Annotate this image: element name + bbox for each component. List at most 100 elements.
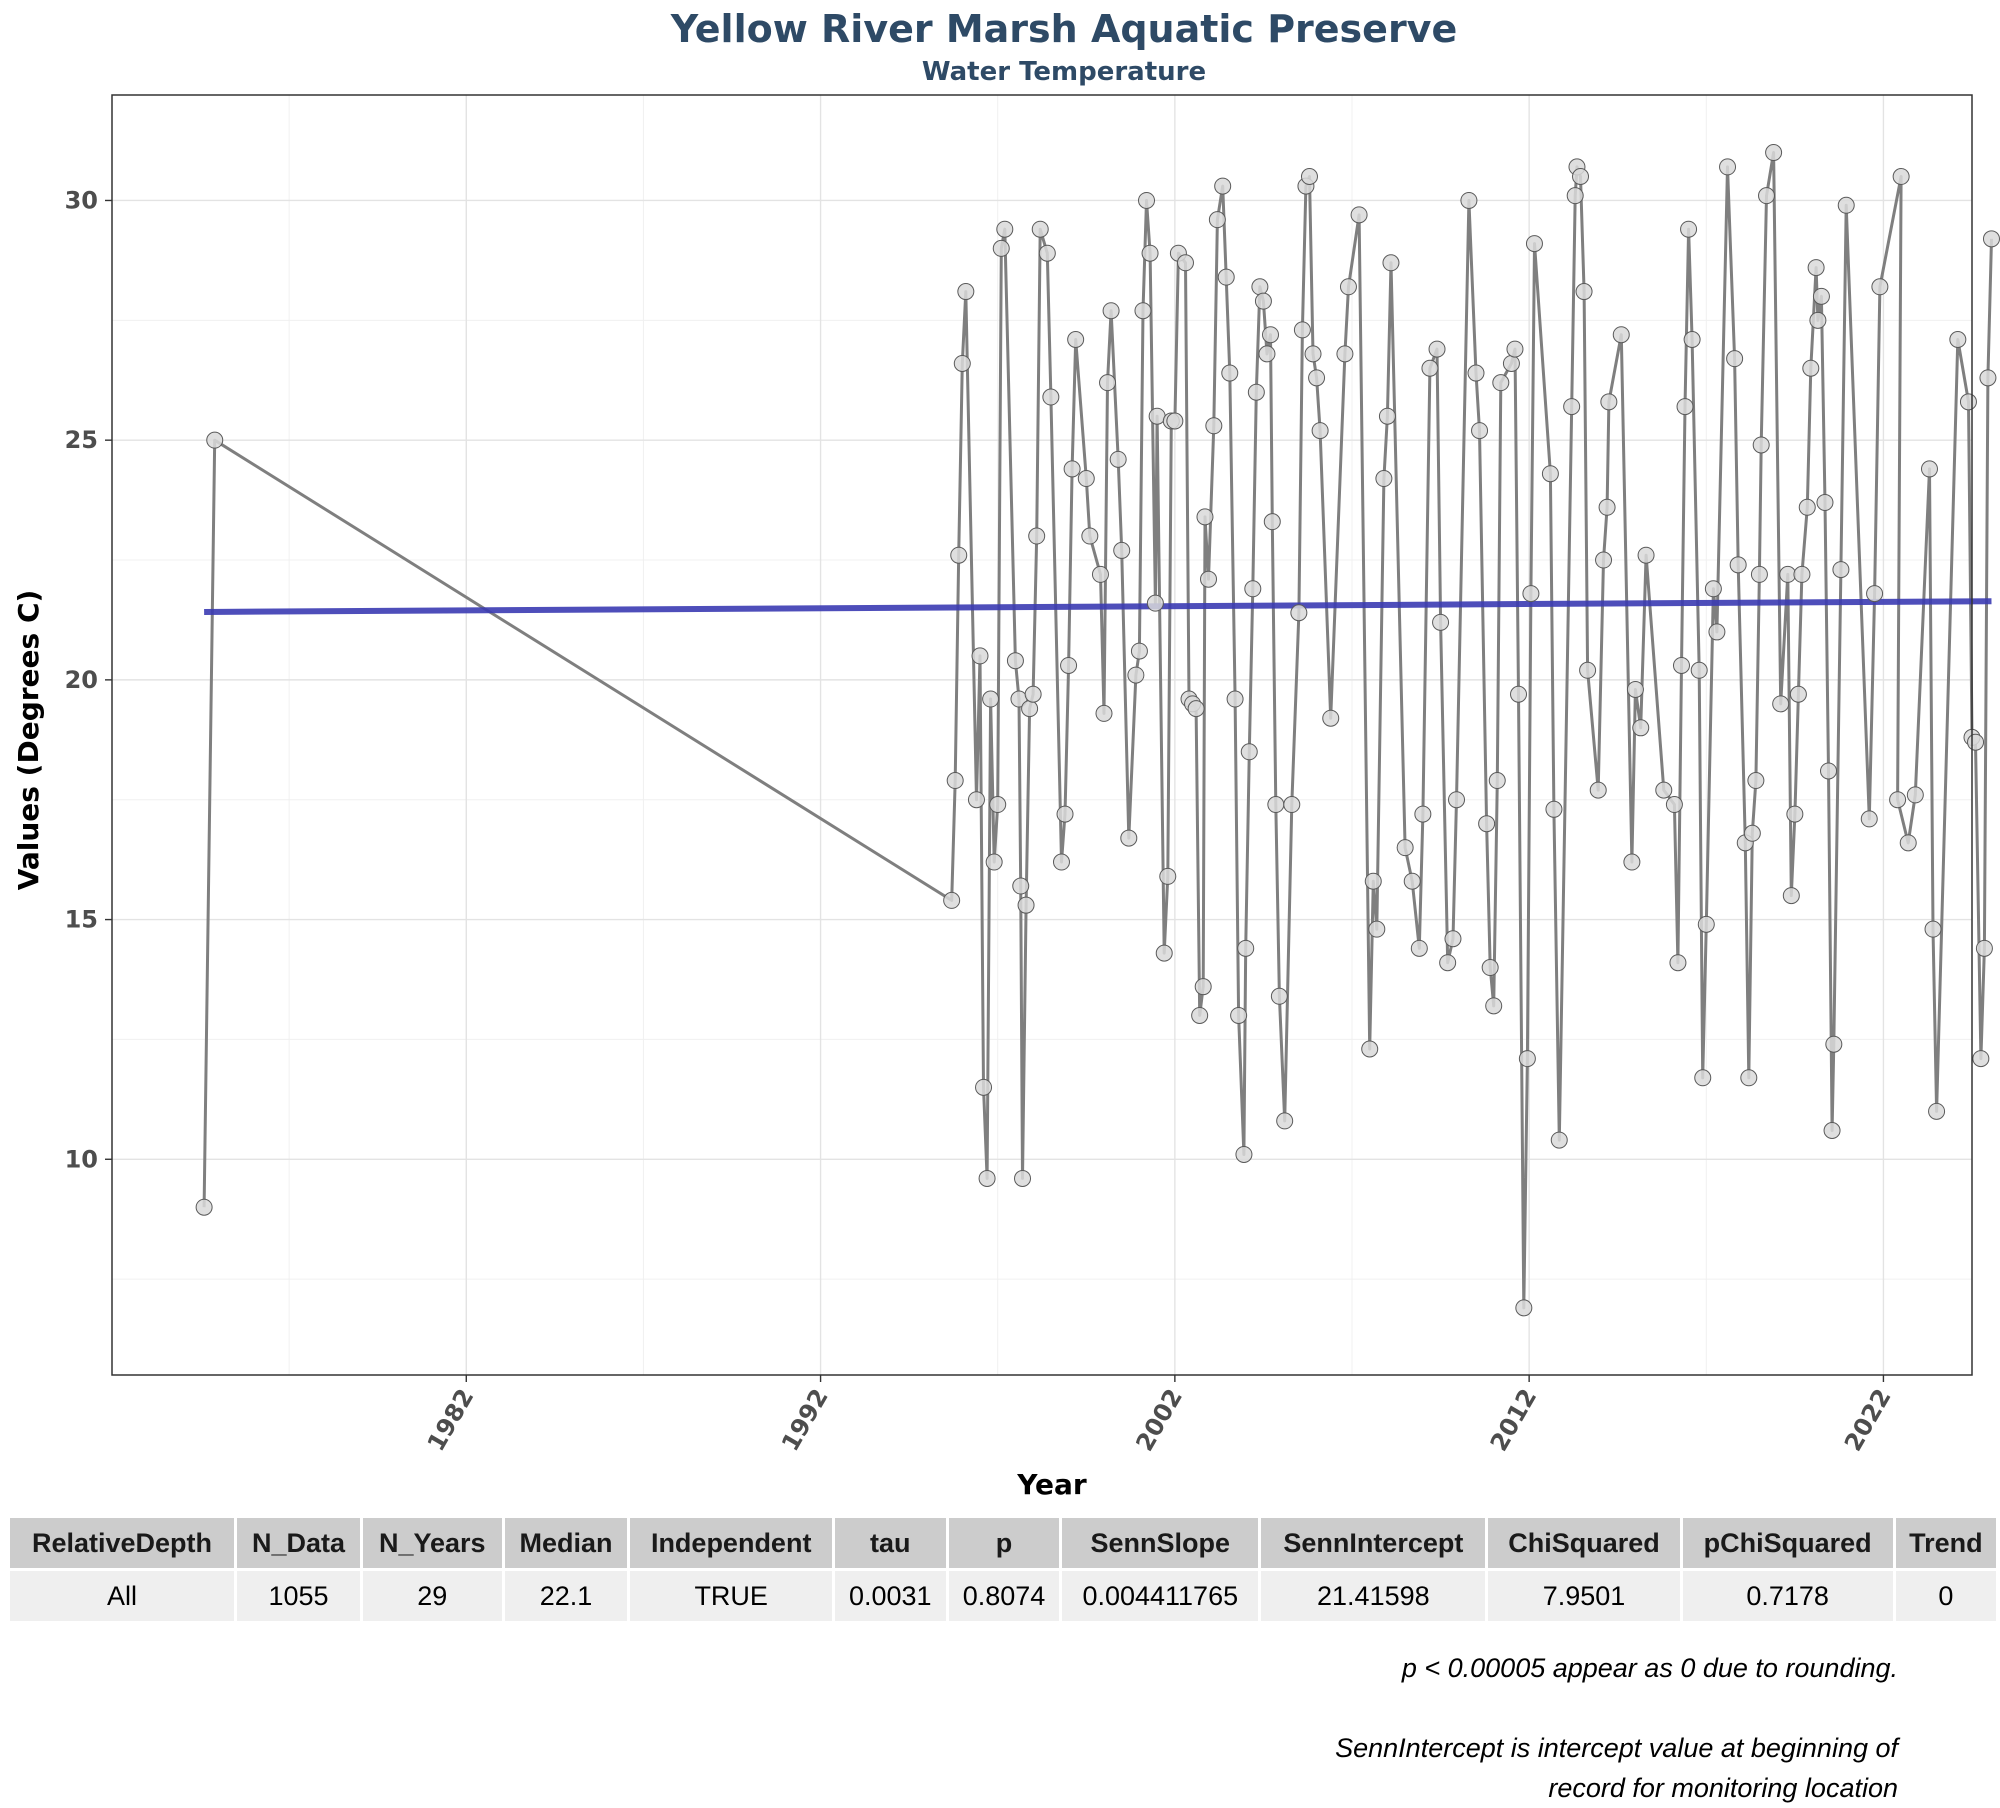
data-point [1697, 915, 1715, 933]
data-point [1138, 191, 1156, 209]
data-point [1311, 422, 1329, 440]
data-point [1525, 235, 1543, 253]
data-point [1102, 302, 1120, 320]
data-point [1006, 652, 1024, 670]
data-point [1300, 167, 1318, 185]
data-point [1141, 244, 1159, 262]
data-point [1214, 177, 1232, 195]
data-point [1208, 211, 1226, 229]
data-point [1308, 369, 1326, 387]
data-point [1789, 685, 1807, 703]
data-point [1056, 805, 1074, 823]
data-point [1042, 388, 1060, 406]
plot-panel-border [111, 94, 1973, 1376]
x-tick-label: 2022 [1839, 1384, 1897, 1456]
data-point [1021, 700, 1039, 718]
data-point [1127, 666, 1145, 684]
x-tick-label: 2002 [1130, 1384, 1188, 1456]
data-point [1510, 685, 1528, 703]
table-cell: 0.0031 [833, 1568, 949, 1621]
data-point [1276, 1112, 1294, 1130]
data-point [1283, 796, 1301, 814]
data-point [1837, 196, 1855, 214]
table-cell: 29 [361, 1568, 505, 1621]
table-body: All 1055 29 22.1 TRUE 0.0031 0.8074 0.004411765… [10, 1568, 2000, 1621]
data-point [1244, 580, 1262, 598]
table-cell: 7.9501 [1486, 1568, 1683, 1621]
y-axis-title: Values (Degrees C) [12, 590, 45, 891]
data-point [1077, 470, 1095, 488]
data-point [1031, 220, 1049, 238]
data-point [1672, 656, 1690, 674]
data-point [1254, 292, 1272, 310]
data-point [1704, 580, 1722, 598]
data-point [1758, 187, 1776, 205]
data-point [1563, 398, 1581, 416]
data-point [1972, 1050, 1990, 1068]
data-point [1067, 330, 1085, 348]
data-point [1240, 743, 1258, 761]
data-point [1522, 585, 1540, 603]
table-header-cell: Trend [1894, 1518, 2000, 1570]
table-cell: 1055 [235, 1568, 363, 1621]
data-point [1518, 1050, 1536, 1068]
data-point [1772, 695, 1790, 713]
data-point [1860, 810, 1878, 828]
data-point [1159, 867, 1177, 885]
data-point [1782, 887, 1800, 905]
data-point [1052, 853, 1070, 871]
data-point [1899, 834, 1917, 852]
data-point [1014, 1169, 1032, 1187]
data-point [1502, 354, 1520, 372]
data-point [1237, 939, 1255, 957]
data-point [1669, 954, 1687, 972]
data-points [195, 144, 2000, 1317]
data-point [1270, 987, 1288, 1005]
data-point [1928, 1102, 1946, 1120]
data-point [1820, 762, 1838, 780]
data-point [1579, 661, 1597, 679]
table-row: All 1055 29 22.1 TRUE 0.0031 0.8074 0.004411765… [10, 1568, 2000, 1621]
data-point [1545, 800, 1563, 818]
data-point [1060, 656, 1078, 674]
y-tick-label: 20 [65, 666, 98, 694]
data-point [1017, 896, 1035, 914]
data-point [1262, 326, 1280, 344]
data-point [1906, 786, 1924, 804]
data-point [1765, 144, 1783, 162]
table-header-cell: p [947, 1518, 1063, 1570]
data-point [1812, 287, 1830, 305]
table-header-cell: N_Data [235, 1518, 363, 1570]
data-point [1176, 254, 1194, 272]
data-point [1600, 393, 1618, 411]
table-header-cell: Independent [628, 1518, 835, 1570]
data-point [1024, 685, 1042, 703]
x-axis: 1982 1992 2002 2012 2022 [422, 1375, 1897, 1456]
data-point [1095, 704, 1113, 722]
data-point [1566, 187, 1584, 205]
data-point [1230, 1006, 1248, 1024]
data-point [1428, 340, 1446, 358]
data-point [1690, 661, 1708, 679]
data-point [1823, 1122, 1841, 1140]
table-cell: All [10, 1568, 238, 1621]
data-point [1200, 570, 1218, 588]
data-point [1361, 1040, 1379, 1058]
data-point [1368, 920, 1386, 938]
table-header-cell: tau [833, 1518, 949, 1570]
data-point [1120, 829, 1138, 847]
series-line [202, 151, 1993, 1310]
table-cell: 21.41598 [1259, 1568, 1489, 1621]
data-point [1793, 565, 1811, 583]
data-point [1809, 311, 1827, 329]
data-point [978, 1169, 996, 1187]
data-point [1589, 781, 1607, 799]
data-point [1038, 244, 1056, 262]
data-point [1339, 278, 1357, 296]
x-tick-label: 2012 [1485, 1384, 1543, 1456]
data-point [1382, 254, 1400, 272]
data-point [1719, 158, 1737, 176]
data-point [1680, 220, 1698, 238]
x-tick-label: 1992 [776, 1384, 834, 1456]
table-header-row: RelativeDepth N_Data N_Years Median Independ… [10, 1518, 2000, 1570]
